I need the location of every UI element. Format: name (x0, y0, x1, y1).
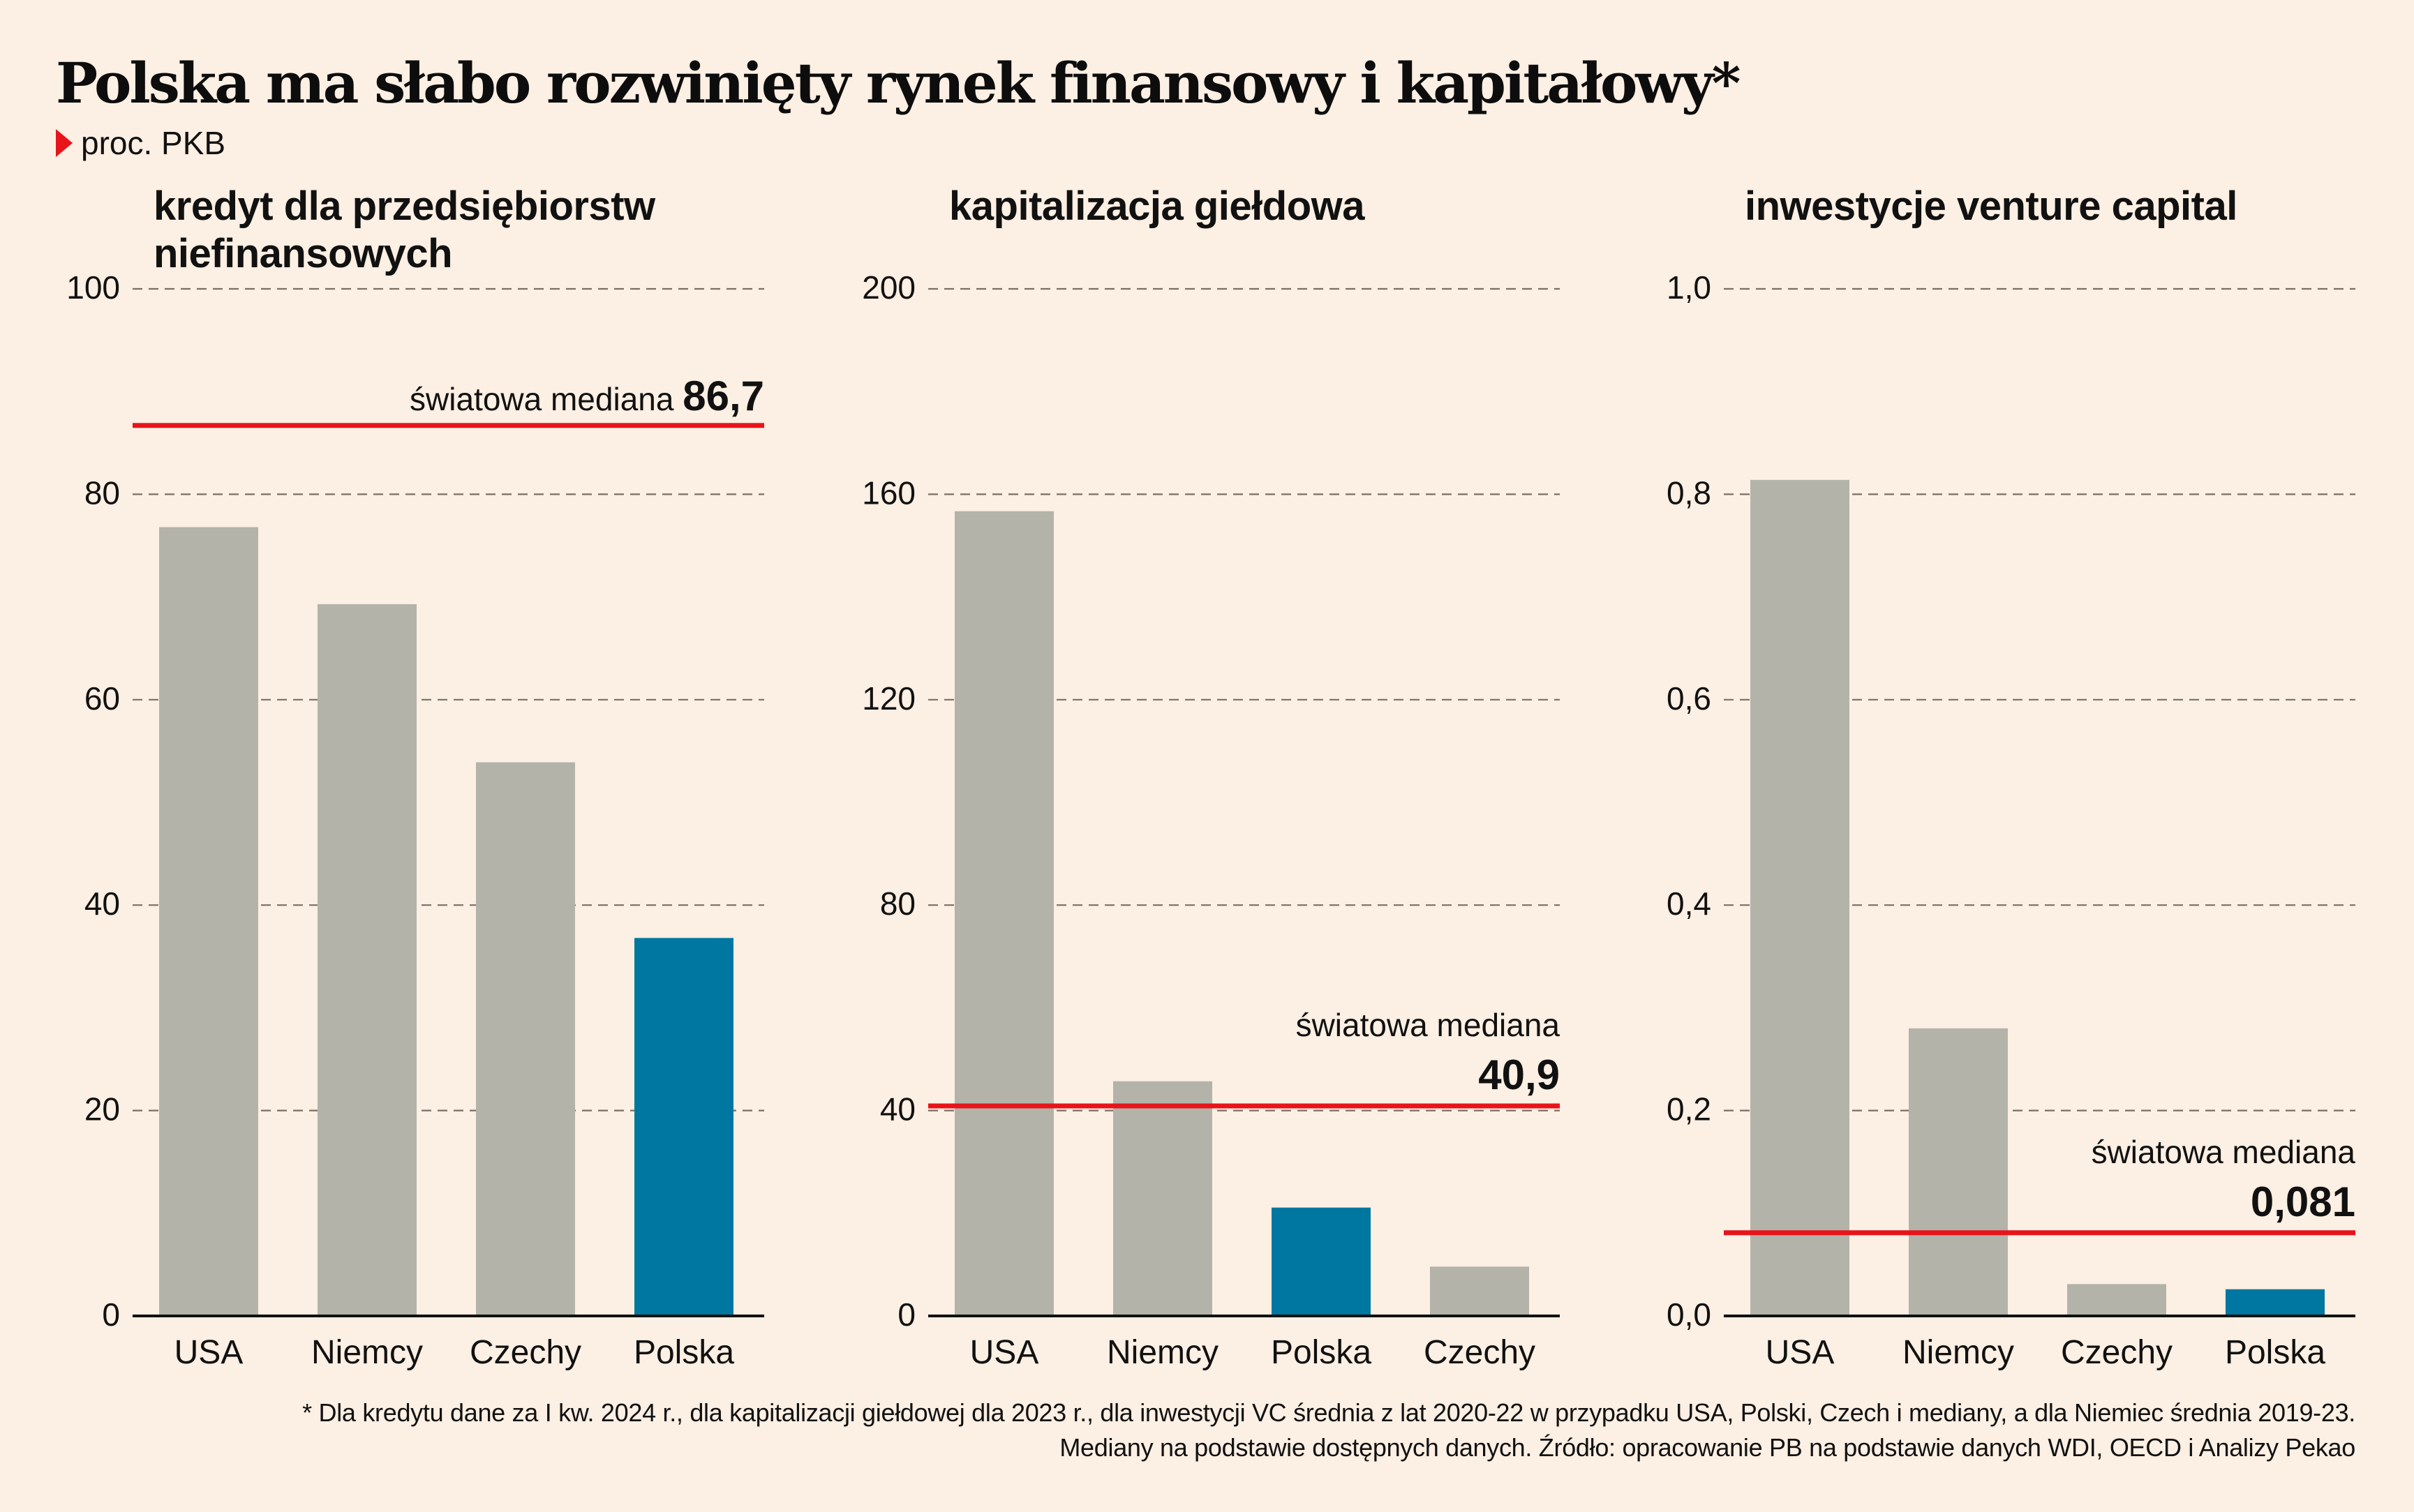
median-label: światowa mediana (2092, 1134, 2356, 1170)
bar-niemcy (1113, 1081, 1212, 1316)
footnote-line-1: * Dla kredytu dane za I kw. 2024 r., dla… (302, 1398, 2355, 1427)
panel-title-market-cap-line-1: kapitalizacja giełdowa (949, 184, 1365, 229)
red-triangle-icon (56, 129, 73, 157)
x-tick-label: USA (970, 1334, 1039, 1371)
y-tick-label: 160 (862, 474, 916, 511)
bar-usa (159, 527, 258, 1316)
x-tick-label: Czechy (1424, 1334, 1535, 1371)
median-value: 0,081 (2251, 1178, 2355, 1225)
y-tick-label: 20 (84, 1091, 120, 1128)
x-tick-label: Niemcy (1107, 1334, 1219, 1371)
panel-title-credit: kredyt dla przedsiębiorstw niefinansowyc… (154, 183, 655, 278)
bar-polska (2226, 1289, 2325, 1316)
unit-label-text: proc. PKB (81, 125, 226, 161)
median-annotation: światowa mediana 86,7 (410, 373, 764, 419)
bar-usa (1750, 479, 1849, 1316)
panel-title-vc-line-1: inwestycje venture capital (1745, 184, 2237, 229)
chart-title: Polska ma słabo rozwinięty rynek finanso… (56, 50, 1741, 116)
bar-niemcy (1909, 1028, 2008, 1316)
bar-polska (634, 938, 733, 1316)
footnote-line-2: Mediany na podstawie dostępnych danych. … (1059, 1433, 2355, 1462)
unit-label: proc. PKB (56, 124, 225, 162)
bar-usa (955, 511, 1054, 1316)
y-tick-label: 80 (84, 474, 120, 511)
median-value: 40,9 (1478, 1051, 1560, 1098)
y-tick-label: 0,0 (1667, 1296, 1711, 1333)
x-tick-label: USA (1766, 1334, 1835, 1371)
panel-title-venture-capital: inwestycje venture capital (1745, 183, 2237, 230)
bar-czechy (476, 762, 575, 1316)
x-tick-label: Polska (2225, 1334, 2325, 1371)
bar-niemcy (318, 604, 417, 1316)
bar-czechy (1430, 1266, 1529, 1316)
y-tick-label: 80 (880, 885, 916, 922)
x-tick-label: USA (174, 1334, 244, 1371)
x-tick-label: Niemcy (311, 1334, 423, 1371)
panel-title-credit-line-1: kredyt dla przedsiębiorstw (154, 184, 655, 229)
y-tick-label: 0 (897, 1296, 916, 1333)
y-tick-label: 40 (84, 885, 120, 922)
y-tick-label: 0,6 (1667, 680, 1711, 717)
y-tick-label: 0,4 (1667, 885, 1711, 922)
y-tick-label: 1,0 (1667, 269, 1711, 306)
footnote: * Dla kredytu dane za I kw. 2024 r., dla… (302, 1395, 2355, 1465)
y-tick-label: 0 (102, 1296, 120, 1333)
x-tick-label: Polska (1271, 1334, 1371, 1371)
panel-title-credit-line-2: niefinansowych (154, 231, 453, 276)
panel-title-market-cap: kapitalizacja giełdowa (949, 183, 1365, 230)
x-tick-label: Czechy (470, 1334, 581, 1371)
x-tick-label: Czechy (2061, 1334, 2173, 1371)
median-label: światowa mediana (1296, 1007, 1560, 1043)
y-tick-label: 120 (862, 680, 916, 717)
y-tick-label: 0,2 (1667, 1091, 1711, 1128)
y-tick-label: 40 (880, 1091, 916, 1128)
x-tick-label: Polska (634, 1334, 734, 1371)
median-label: światowa mediana (410, 381, 683, 417)
bar-czechy (2067, 1284, 2166, 1316)
y-tick-label: 100 (66, 269, 120, 306)
y-tick-label: 0,8 (1667, 474, 1711, 511)
y-tick-label: 60 (84, 680, 120, 717)
x-tick-label: Niemcy (1902, 1334, 2014, 1371)
median-value: 86,7 (683, 373, 764, 419)
bar-polska (1272, 1207, 1371, 1316)
y-tick-label: 200 (862, 269, 916, 306)
